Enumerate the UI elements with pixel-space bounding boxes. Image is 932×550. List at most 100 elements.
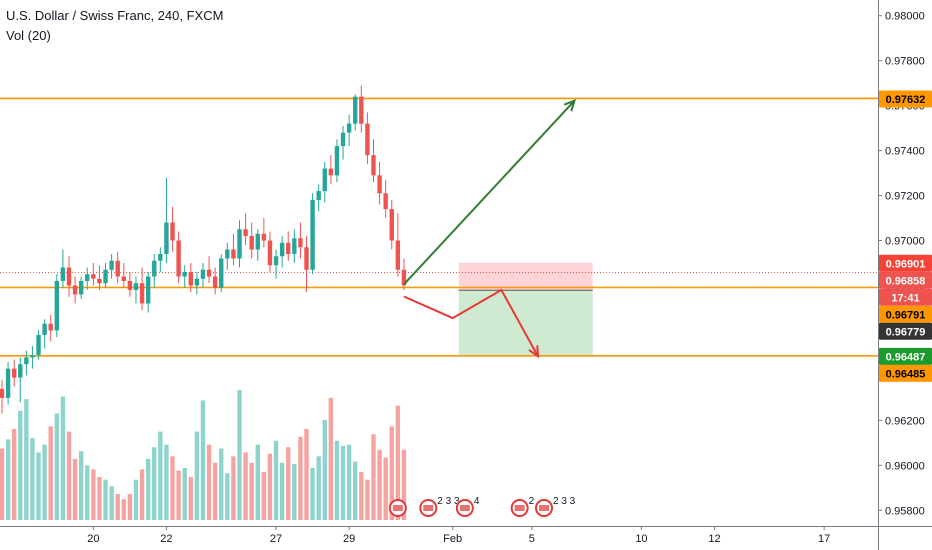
candle-body — [273, 256, 279, 266]
volume-bar — [206, 444, 212, 520]
price-tick-label: 0.96000 — [885, 460, 925, 472]
candle-body — [243, 229, 248, 237]
price-axis-badge — [879, 347, 932, 365]
time-tick-label: 27 — [270, 533, 282, 545]
time-tick-label: 22 — [160, 533, 172, 545]
candle-body — [359, 96, 364, 124]
candle-body — [401, 269, 407, 286]
candle-body — [176, 240, 181, 277]
candle-body — [182, 271, 187, 277]
time-tick-label: Feb — [443, 533, 462, 545]
volume-bar — [273, 440, 279, 520]
candle-body — [0, 388, 5, 398]
volume-bar — [310, 468, 315, 520]
volume-bar — [237, 390, 242, 520]
volume-bar — [243, 452, 248, 520]
volume-bar — [145, 458, 151, 520]
volume-bar — [286, 447, 291, 520]
candle-body — [212, 276, 218, 288]
price-axis-badge — [879, 90, 932, 108]
candle-body — [54, 280, 60, 331]
price-axis-badge-label: 0.96779 — [886, 326, 926, 338]
time-tick-label: 29 — [343, 533, 355, 545]
candle-body — [304, 247, 309, 270]
volume-bar — [346, 444, 352, 520]
time-tick-label: 10 — [635, 533, 647, 545]
bullish-arrow[interactable] — [403, 100, 576, 286]
volume-bar — [176, 470, 181, 520]
candle-body — [103, 269, 108, 284]
stop-loss-zone[interactable] — [458, 262, 593, 291]
price-axis-badge-label: 0.96487 — [886, 351, 926, 363]
volume-bar — [11, 429, 17, 520]
arrow-head — [563, 99, 577, 112]
volume-bar — [115, 494, 120, 520]
arrow-head — [528, 345, 540, 359]
volume-bar — [316, 456, 321, 520]
flag-icon — [423, 505, 434, 511]
volume-bar — [219, 448, 224, 520]
candle-body — [292, 238, 297, 255]
candle-body — [139, 283, 145, 304]
volume-bar — [340, 445, 346, 520]
candle-body — [133, 283, 139, 290]
candle-body — [316, 191, 321, 201]
candle-body — [145, 276, 151, 304]
bearish-arrow-path[interactable] — [403, 288, 539, 357]
candle-body — [322, 168, 327, 192]
volume-bar — [0, 448, 5, 520]
candle-body — [121, 276, 126, 281]
volume-bar — [72, 458, 78, 520]
take-profit-zone[interactable] — [458, 290, 593, 357]
volume-bar — [401, 449, 407, 520]
candle-body — [60, 267, 66, 281]
volume-bar — [54, 413, 60, 520]
event-count-label: 2 — [529, 496, 535, 507]
price-axis-badge — [879, 254, 932, 272]
candle-body — [200, 269, 206, 279]
candle-body — [267, 240, 273, 266]
candle-body — [78, 280, 84, 295]
candle-body — [91, 274, 96, 279]
volume-bar — [188, 477, 193, 520]
candle-body — [36, 334, 41, 356]
volume-bar — [389, 426, 394, 520]
volume-bar — [377, 449, 382, 520]
time-tick-label: 5 — [529, 533, 535, 545]
candle-body — [85, 274, 90, 281]
candle-body — [310, 200, 315, 270]
candle-body — [334, 146, 340, 176]
volume-bar — [18, 410, 23, 520]
volume-bar — [261, 471, 267, 520]
candle-body — [152, 260, 157, 277]
candle-body — [42, 323, 47, 335]
volume-bar — [158, 431, 163, 520]
candle-body — [249, 236, 254, 250]
volume-bar — [139, 469, 145, 520]
volume-bar — [97, 477, 102, 520]
candle-body — [225, 249, 230, 259]
volume-bar — [42, 444, 47, 520]
event-count-label: 2 3 3 — [437, 496, 460, 507]
price-tick-label: 0.97400 — [885, 146, 925, 158]
candle-body — [298, 238, 303, 248]
volume-bar — [164, 444, 169, 520]
candle-body — [48, 323, 53, 331]
volume-bar — [334, 440, 340, 520]
price-tick-label: 0.97000 — [885, 236, 925, 248]
candle-body — [231, 249, 236, 259]
price-axis-badge-label: 0.97632 — [886, 94, 926, 106]
candle-body — [97, 278, 102, 284]
candle-body — [66, 267, 72, 286]
candle-body — [24, 357, 29, 365]
candle-body — [353, 96, 358, 124]
volume-bar — [292, 464, 297, 520]
volume-bar — [267, 453, 273, 520]
price-axis-badge-label: 0.96858 — [886, 275, 926, 287]
volume-bar — [328, 397, 334, 520]
price-tick-label: 0.98000 — [885, 11, 925, 23]
volume-bar — [170, 456, 175, 520]
candle-body — [395, 240, 401, 270]
chart-legend: U.S. Dollar / Swiss Franc, 240, FXCM Vol… — [6, 6, 223, 46]
